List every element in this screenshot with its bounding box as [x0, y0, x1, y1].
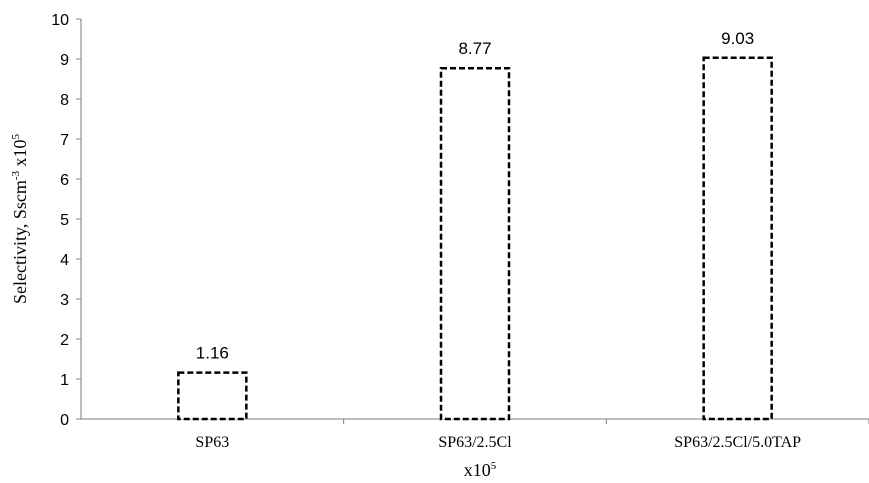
y-tick-label: 7	[60, 132, 69, 149]
category-label: SP63/2.5Cl/5.0TAP	[674, 434, 801, 451]
y-tick-label: 9	[60, 52, 69, 69]
y-tick-label: 1	[60, 372, 69, 389]
y-tick-label: 6	[60, 172, 69, 189]
x-axis-title: x105	[464, 460, 497, 480]
bar	[702, 56, 773, 421]
data-label: 8.77	[458, 39, 491, 58]
category-labels: SP63 SP63/2.5Cl SP63/2.5Cl/5.0TAP	[195, 419, 869, 451]
y-tick-label: 10	[51, 12, 69, 29]
y-tick-label: 4	[60, 252, 69, 269]
data-label: 9.03	[721, 29, 754, 48]
y-tick-labels: 0 1 2 3 4 5 6 7 8 9 10	[51, 12, 81, 429]
y-tick-label: 3	[60, 292, 69, 309]
y-tick-label: 5	[60, 212, 69, 229]
category-label: SP63/2.5Cl	[438, 434, 512, 451]
data-label: 1.16	[196, 344, 229, 363]
y-tick-label: 8	[60, 92, 69, 109]
data-labels: 1.16 8.77 9.03	[196, 29, 754, 363]
y-tick-label: 2	[60, 332, 69, 349]
bar	[177, 371, 248, 421]
bar	[439, 66, 511, 421]
y-tick-label: 0	[60, 412, 69, 429]
y-axis-title: Selectivity, Sscm-3 x105	[10, 134, 30, 305]
bars	[177, 56, 773, 421]
category-label: SP63	[195, 434, 229, 451]
